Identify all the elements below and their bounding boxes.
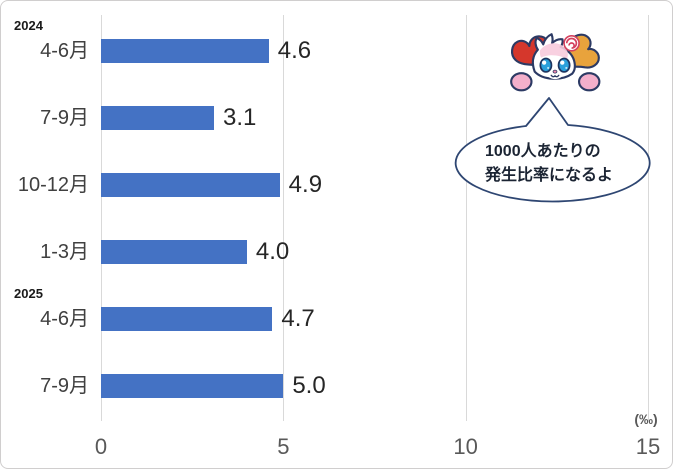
- mascot-nose: [552, 69, 558, 74]
- mascot-candy-swirl: [565, 37, 578, 49]
- x-tick-label-15: 15: [635, 434, 661, 459]
- category-label: 10-12月: [17, 173, 89, 196]
- axis-unit-label: (‰): [634, 411, 658, 427]
- value-label: 4.7: [281, 305, 315, 333]
- value-label: 5.0: [292, 372, 326, 400]
- x-tick-label-5: 5: [277, 434, 290, 459]
- bar: [101, 240, 247, 265]
- mascot-left-eye-highlight: [541, 60, 547, 65]
- speech-bubble-line1: 1000人あたりの: [485, 143, 601, 160]
- mascot-forehead-blush: [539, 43, 568, 60]
- mascot-character: [510, 33, 601, 92]
- speech-bubble-outline: [454, 97, 651, 203]
- year-label-2025: 2025: [14, 286, 43, 302]
- gridline-x-15: [648, 15, 649, 421]
- x-tick-label-0: 0: [94, 434, 108, 459]
- category-label: 7-9月: [40, 375, 89, 398]
- x-tick-label-10: 10: [453, 434, 478, 459]
- mascot-right-eye-glint: [565, 66, 568, 70]
- category-label: 4-6月: [40, 308, 89, 331]
- gridline-x-0: [101, 15, 102, 421]
- bar: [101, 38, 269, 63]
- mascot-right-eye-highlight: [560, 60, 565, 65]
- value-label: 4.0: [255, 238, 290, 266]
- category-label: 7-9月: [40, 106, 89, 129]
- bar: [101, 105, 215, 130]
- bar: [101, 172, 280, 197]
- mascot-right-paw: [577, 72, 601, 92]
- mascot-muzzle: [546, 68, 564, 80]
- value-label: 4.9: [288, 170, 323, 198]
- category-label: 4-6月: [40, 39, 89, 62]
- mascot-mouth: [550, 74, 560, 78]
- bar: [101, 307, 273, 332]
- mascot-left-eye: [539, 57, 553, 73]
- value-label: 4.6: [277, 36, 312, 64]
- mascot-left-paw: [510, 72, 533, 92]
- mascot-left-eye-glint: [547, 66, 550, 70]
- speech-bubble-text: 1000人あたりの 発生比率になるよ: [485, 140, 613, 188]
- year-label-2024: 2024: [14, 17, 43, 33]
- speech-bubble-line2: 発生比率になるよ: [485, 167, 614, 184]
- mascot-right-eye: [557, 57, 571, 73]
- gridline-x-5: [283, 15, 285, 421]
- category-label: 1-3月: [40, 241, 89, 264]
- gridline-x-10: [465, 15, 467, 421]
- bar: [101, 374, 284, 399]
- speech-bubble: [454, 97, 651, 203]
- value-label: 3.1: [223, 103, 257, 131]
